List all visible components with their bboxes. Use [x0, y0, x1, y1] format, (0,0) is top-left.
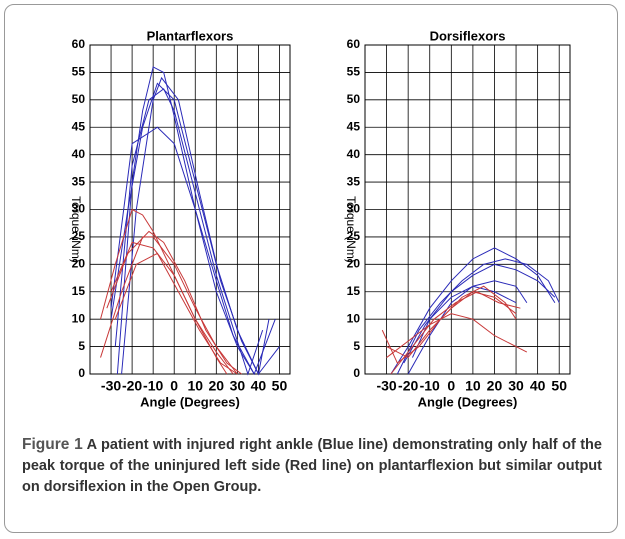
- y-tick-label: 10: [347, 311, 361, 325]
- figure-frame: [4, 4, 618, 533]
- x-tick-label: 40: [530, 378, 546, 394]
- x-tick-label: -10: [420, 378, 440, 394]
- data-line: [390, 291, 521, 375]
- y-tick-label: 55: [347, 65, 361, 79]
- x-tick-label: 20: [209, 378, 225, 394]
- y-tick-label: 45: [72, 119, 86, 133]
- x-tick-label: 30: [508, 378, 524, 394]
- y-tick-label: 0: [353, 366, 360, 380]
- y-tick-label: 35: [347, 174, 361, 188]
- data-line: [110, 241, 234, 375]
- y-tick-label: 25: [347, 229, 361, 243]
- y-tick-label: 30: [347, 202, 361, 216]
- y-tick-label: 60: [72, 37, 86, 51]
- y-tick-label: 60: [347, 37, 361, 51]
- y-tick-label: 45: [347, 119, 361, 133]
- data-line: [390, 247, 556, 375]
- x-axis-label: Angle (Degrees): [140, 394, 240, 409]
- x-tick-label: 0: [447, 378, 455, 394]
- x-tick-label: 10: [465, 378, 481, 394]
- y-tick-label: 35: [72, 174, 86, 188]
- y-tick-label: 15: [347, 284, 361, 298]
- x-tick-label: -10: [143, 378, 163, 394]
- y-tick-label: 5: [353, 339, 360, 353]
- data-line: [386, 313, 528, 358]
- y-tick-label: 50: [347, 92, 361, 106]
- y-tick-label: 25: [72, 229, 86, 243]
- x-tick-label: 10: [187, 378, 203, 394]
- x-tick-label: -20: [122, 378, 142, 394]
- y-tick-label: 30: [72, 202, 86, 216]
- data-line: [110, 126, 276, 376]
- data-line: [121, 76, 280, 375]
- y-tick-label: 50: [72, 92, 86, 106]
- y-tick-label: 55: [72, 65, 86, 79]
- y-tick-label: 0: [78, 366, 85, 380]
- data-line: [386, 291, 517, 359]
- data-line: [110, 82, 270, 376]
- y-tick-label: 20: [347, 257, 361, 271]
- x-tick-label: -20: [398, 378, 418, 394]
- x-tick-label: -30: [101, 378, 121, 394]
- chart-title: Plantarflexors: [147, 28, 234, 43]
- y-tick-label: 5: [78, 339, 85, 353]
- caption-text: A patient with injured right ankle (Blue…: [22, 437, 602, 495]
- y-tick-label: 40: [72, 147, 86, 161]
- x-tick-label: 0: [170, 378, 178, 394]
- x-tick-label: 50: [272, 378, 288, 394]
- y-tick-label: 40: [347, 147, 361, 161]
- x-tick-label: 30: [230, 378, 246, 394]
- y-axis-label: Torque (Nm): [69, 196, 83, 263]
- x-axis-label: Angle (Degrees): [418, 394, 518, 409]
- y-tick-label: 15: [72, 284, 86, 298]
- data-line: [106, 230, 242, 375]
- x-tick-label: -30: [376, 378, 396, 394]
- chart-title: Dorsiflexors: [430, 28, 506, 43]
- y-tick-label: 10: [72, 311, 86, 325]
- y-tick-label: 20: [72, 257, 86, 271]
- x-tick-label: 50: [551, 378, 567, 394]
- x-tick-label: 40: [251, 378, 267, 394]
- data-line: [412, 285, 517, 358]
- y-axis-label: Torque (Nm): [344, 196, 358, 263]
- caption: Figure 1 A patient with injured right an…: [22, 434, 602, 498]
- caption-label: Figure 1: [22, 436, 83, 453]
- x-tick-label: 20: [487, 378, 503, 394]
- data-line: [114, 88, 264, 376]
- data-line: [396, 258, 560, 375]
- data-line: [114, 252, 238, 375]
